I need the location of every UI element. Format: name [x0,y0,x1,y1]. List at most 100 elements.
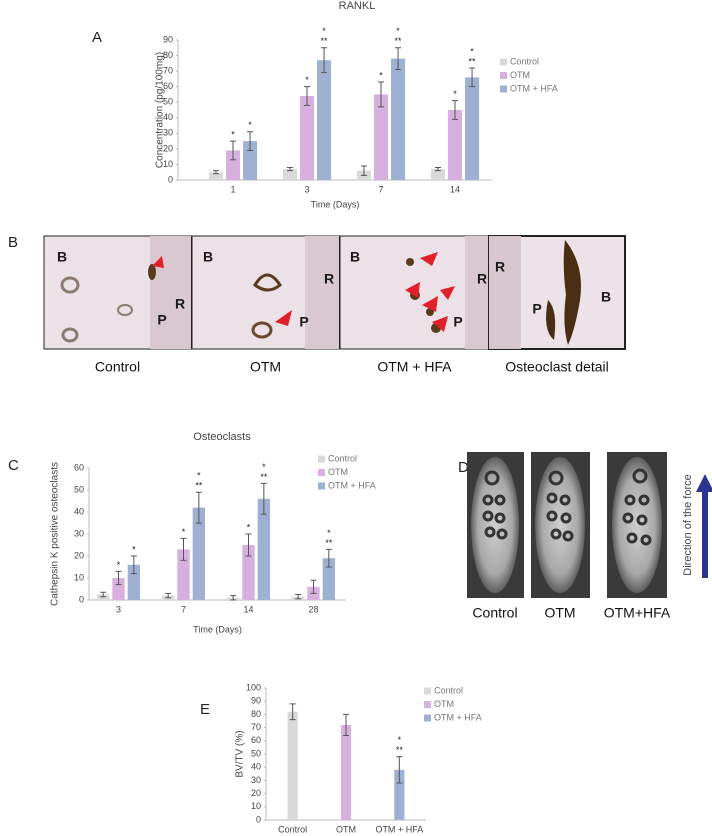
caption: Osteoclast detail [505,359,609,375]
legend-swatch [318,482,325,490]
panel-letter: C [8,457,19,474]
x-tick-label: 1 [230,184,235,194]
bar [282,169,297,180]
error-bar [165,592,172,599]
x-tick-label: 14 [243,604,253,614]
y-tick-label: 70 [251,722,261,732]
significance: * [379,70,383,80]
micro-ct-images: Direction of the force [467,452,712,598]
tissue [305,236,339,349]
y-tick-label: 70 [163,65,173,75]
significance: ** [325,538,333,548]
panel-letter: D [458,459,469,476]
error-bar [115,570,122,586]
bar [177,549,190,600]
error-bar [452,100,458,120]
error-bar [286,167,293,172]
x-tick-label: 14 [450,184,460,194]
caption: OTM [544,605,575,621]
image-label: P [532,301,541,317]
error-bar [321,47,328,74]
x-tick-label: OTM [336,824,356,834]
bone [471,457,519,593]
y-tick-label: 100 [246,682,261,692]
error-bar [304,86,310,106]
x-axis-label: Time (Days) [193,624,242,634]
x-tick-label: 7 [378,184,383,194]
error-bar [343,713,349,737]
image-label: B [601,289,611,305]
bar [96,594,110,600]
bar [299,96,315,180]
caption: Control [95,359,140,375]
error-bar [396,756,403,784]
legend-swatch [500,85,507,93]
error-bar [469,67,476,88]
panel-letter: B [8,234,18,251]
bone [612,457,662,593]
bar [465,77,480,180]
y-tick-label: 40 [251,762,261,772]
y-tick-label: 10 [74,572,84,582]
legend-swatch [424,714,431,722]
caption: OTM+HFA [604,605,671,621]
roots [482,468,652,546]
significance: * [248,120,252,130]
osteoclast [563,240,581,345]
cell [61,327,79,343]
bar [243,141,258,180]
osteoclast [148,264,156,280]
y-tick-label: 20 [163,143,173,153]
y-tick-label: 20 [251,788,261,798]
legend-label: OTM [328,467,348,477]
osteoclast [253,273,282,292]
significance: ** [195,481,203,491]
x-tick-label: 28 [308,604,318,614]
y-tick-label: 10 [251,801,261,811]
arrowhead [420,252,438,266]
significance: * [231,129,235,139]
osteoclast [251,321,273,339]
y-tick-label: 90 [163,34,173,44]
bar [430,169,445,180]
y-axis-label: Concentration (pg/100mg) [155,52,166,168]
y-tick-label: 0 [168,174,173,184]
legend-swatch [424,701,431,708]
osteoclast [546,300,556,340]
significance: * [262,462,266,472]
legend-swatch [318,455,325,463]
significance: * [396,26,400,36]
histology-images [43,235,626,350]
image-label: R [175,296,185,312]
y-tick-label: 30 [163,128,173,138]
bar [287,711,298,820]
y-tick-label: 90 [251,696,261,706]
image-label: P [157,312,166,328]
significance: * [398,735,402,745]
bar [373,94,389,180]
y-tick-label: 0 [79,594,84,604]
bar [127,564,141,600]
chart-title: RANKL [339,0,376,12]
significance: ** [469,56,477,66]
y-tick-label: 60 [74,462,84,472]
cell [60,276,80,294]
panel-letter: A [92,29,102,46]
significance: * [327,528,331,538]
y-tick-label: 40 [163,112,173,122]
image-label: P [299,314,308,330]
tissue [489,236,521,349]
chart-title: Osteoclasts [193,431,251,443]
error-bar [245,533,252,557]
error-bar [195,491,202,524]
y-tick-label: 60 [251,735,261,745]
error-bar [180,537,187,561]
caption: Control [472,605,517,621]
image-label: B [57,249,67,265]
y-tick-label: 60 [163,81,173,91]
legend-swatch [424,687,431,695]
image-label: R [495,259,505,275]
y-tick-label: 40 [74,506,84,516]
significance: * [305,75,309,85]
bar [242,545,255,600]
